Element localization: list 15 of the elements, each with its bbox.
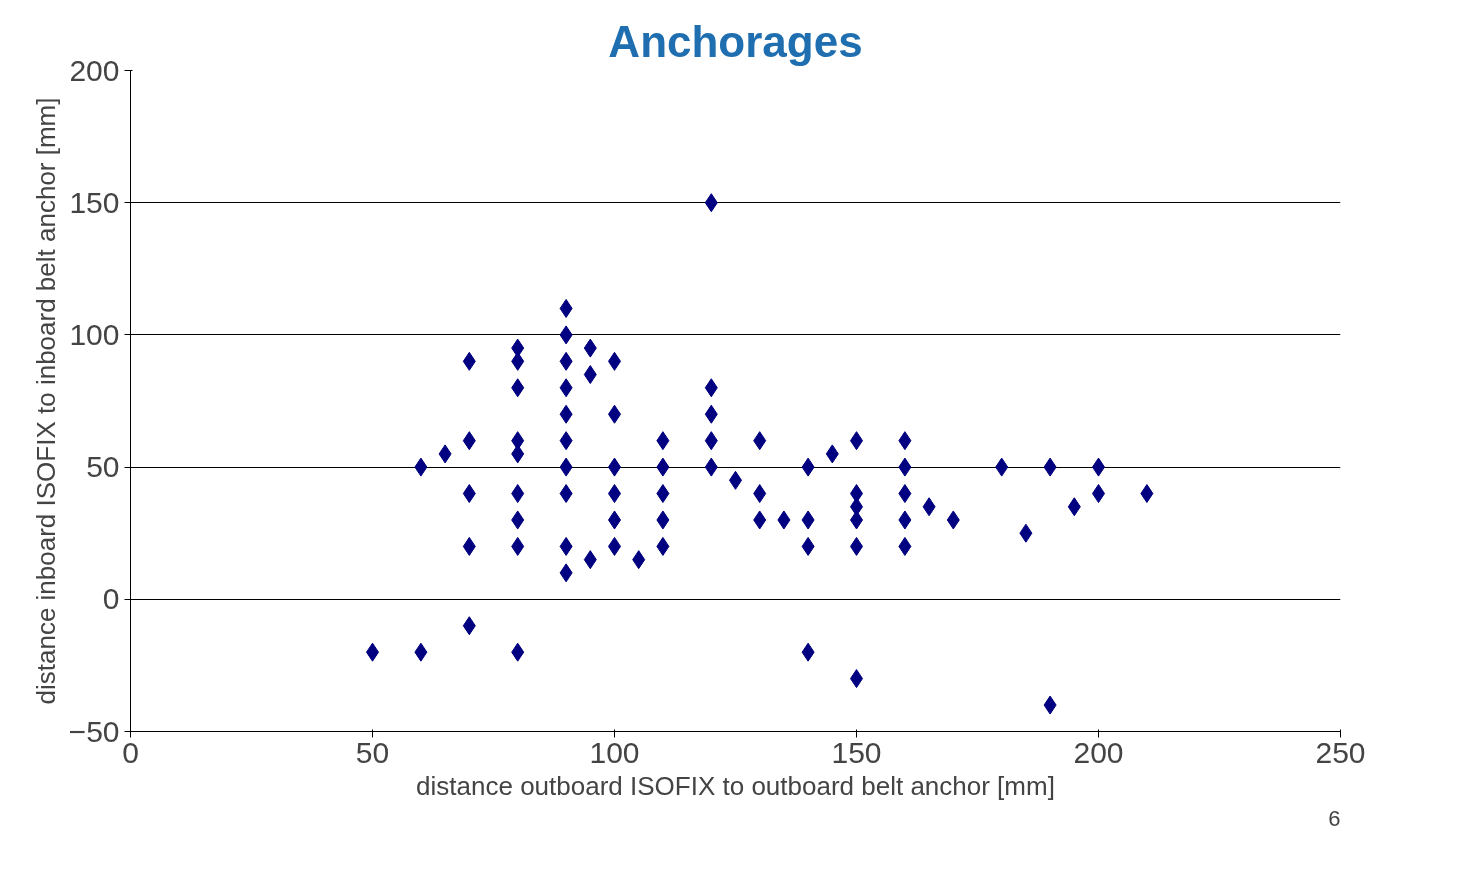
y-tick-label: 200 (69, 53, 120, 87)
x-tick-label: 150 (831, 735, 882, 769)
y-tick-label: 0 (102, 582, 120, 616)
text: 6 (1328, 805, 1341, 831)
y-tick-label: 100 (69, 317, 120, 351)
y-axis-title: distance inboard ISOFIX to inboard belt anchor [mm] (30, 97, 61, 705)
y-tick-label: −50 (68, 714, 120, 748)
chart-title: Anchorages (608, 16, 863, 66)
y-tick-label: 50 (86, 450, 120, 484)
x-tick-label: 250 (1315, 735, 1366, 769)
x-tick-label: 100 (589, 735, 640, 769)
x-tick-label: 50 (355, 735, 390, 769)
x-axis-title: distance outboard ISOFIX to outboard belt anchor [mm] (416, 770, 1055, 801)
x-tick-label: 200 (1073, 735, 1124, 769)
y-tick-label: 150 (69, 185, 120, 219)
